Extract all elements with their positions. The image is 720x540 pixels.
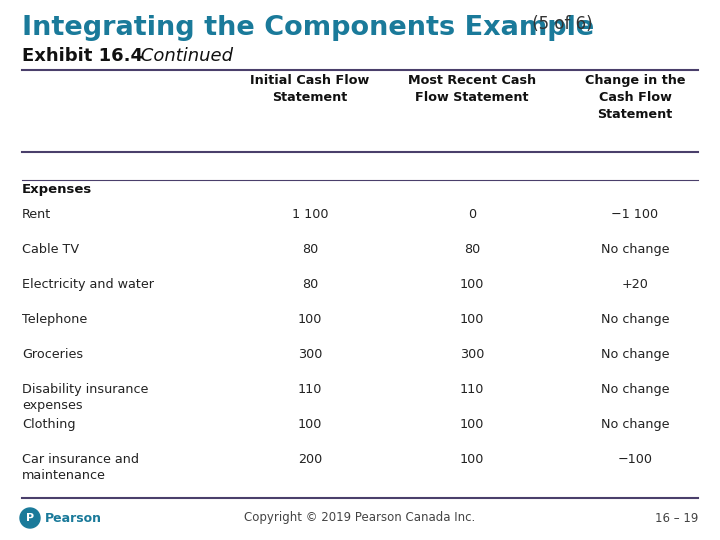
Text: P: P	[26, 513, 34, 523]
Text: 80: 80	[302, 243, 318, 256]
Text: Telephone: Telephone	[22, 313, 87, 326]
Text: Integrating the Components Example: Integrating the Components Example	[22, 15, 594, 41]
Text: 16 – 19: 16 – 19	[654, 511, 698, 524]
Text: Copyright © 2019 Pearson Canada Inc.: Copyright © 2019 Pearson Canada Inc.	[244, 511, 476, 524]
Text: 100: 100	[298, 313, 322, 326]
Text: 200: 200	[298, 453, 322, 466]
Text: 100: 100	[298, 418, 322, 431]
Text: No change: No change	[600, 383, 670, 396]
Text: Most Recent Cash
Flow Statement: Most Recent Cash Flow Statement	[408, 74, 536, 104]
Text: Groceries: Groceries	[22, 348, 83, 361]
Text: +20: +20	[621, 278, 649, 291]
Text: Change in the
Cash Flow
Statement: Change in the Cash Flow Statement	[585, 74, 685, 121]
Circle shape	[20, 508, 40, 528]
Text: (5 of 6): (5 of 6)	[527, 15, 593, 33]
Text: Continued: Continued	[135, 47, 233, 65]
Text: 100: 100	[460, 313, 484, 326]
Text: 300: 300	[298, 348, 322, 361]
Text: 110: 110	[298, 383, 322, 396]
Text: Disability insurance
expenses: Disability insurance expenses	[22, 383, 148, 412]
Text: 110: 110	[460, 383, 484, 396]
Text: 1 100: 1 100	[292, 208, 328, 221]
Text: Car insurance and
maintenance: Car insurance and maintenance	[22, 453, 139, 482]
Text: 80: 80	[302, 278, 318, 291]
Text: No change: No change	[600, 348, 670, 361]
Text: Exhibit 16.4: Exhibit 16.4	[22, 47, 143, 65]
Text: 100: 100	[460, 453, 484, 466]
Text: Clothing: Clothing	[22, 418, 76, 431]
Text: No change: No change	[600, 313, 670, 326]
Text: Expenses: Expenses	[22, 183, 92, 196]
Text: No change: No change	[600, 418, 670, 431]
Text: 0: 0	[468, 208, 476, 221]
Text: Electricity and water: Electricity and water	[22, 278, 154, 291]
Text: Initial Cash Flow
Statement: Initial Cash Flow Statement	[251, 74, 369, 104]
Text: No change: No change	[600, 243, 670, 256]
Text: −1 100: −1 100	[611, 208, 659, 221]
Text: −100: −100	[618, 453, 652, 466]
Text: 300: 300	[460, 348, 484, 361]
Text: 100: 100	[460, 278, 484, 291]
Text: 100: 100	[460, 418, 484, 431]
Text: 80: 80	[464, 243, 480, 256]
Text: Cable TV: Cable TV	[22, 243, 79, 256]
Text: Pearson: Pearson	[45, 511, 102, 524]
Text: Rent: Rent	[22, 208, 51, 221]
